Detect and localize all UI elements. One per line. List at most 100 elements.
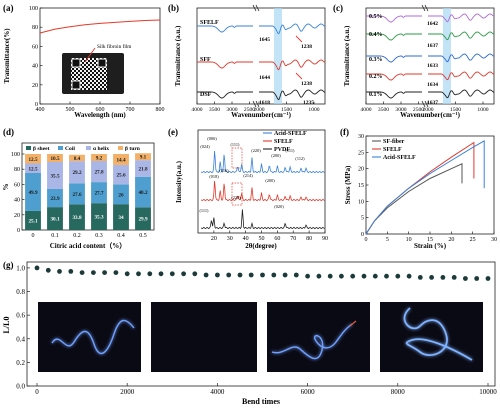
panel-d: (d) β sheet Coil α helix β turn 25.1 49.9 12.…: [2, 127, 155, 250]
x-tick-label: 600: [96, 107, 105, 113]
peak-label: (111): [231, 142, 241, 147]
data-point: [147, 271, 153, 277]
x-tick-label: 15: [427, 237, 433, 243]
spectrum-line: [259, 89, 326, 101]
x-tick-label: 90: [322, 236, 328, 242]
panel-letter-a: (a): [3, 3, 14, 13]
y-tick-label: 0.2: [16, 359, 25, 367]
series-label: 0.3%: [369, 57, 383, 63]
x-tick-label: 0.2: [73, 233, 81, 239]
data-label: 23.9: [50, 196, 59, 202]
xrd-peak-labels: (024) (006) (111) (220) (200) (111) (112) (018)…: [200, 136, 306, 213]
x-tick-label: 400: [36, 107, 45, 113]
data-label: 33.8: [72, 215, 81, 221]
data-point: [271, 272, 277, 278]
data-point: [406, 273, 412, 279]
y-tick-label: 0.6: [16, 312, 25, 320]
data-point: [226, 272, 232, 278]
x-tick-label: 3000: [226, 107, 237, 113]
panel-letter-e: (e): [168, 127, 178, 137]
x-axis-label-f: Strain (%): [414, 242, 447, 250]
data-point: [327, 273, 333, 279]
bar-segment: [91, 182, 107, 204]
x-tick-label: 500: [66, 107, 75, 113]
xrd-line: [200, 151, 325, 174]
spectrum-line: [197, 91, 253, 99]
x-tick-label: 0: [365, 237, 368, 243]
fiber-photo-2: [151, 302, 257, 372]
y-tick-label: 80: [32, 25, 38, 31]
plot-frame: [26, 261, 496, 387]
peak-label: 1238: [301, 44, 312, 50]
panel-letter-c: (c): [333, 3, 343, 13]
y-tick-label: 0.8: [16, 288, 25, 296]
data-label: 25.6: [116, 173, 125, 179]
x-tick-label: 10000: [479, 388, 497, 396]
spectrum-labels-b: SFELF SFF DSF 1645 1238 1644 1238 1618 1…: [200, 20, 314, 106]
spectrum-line: [428, 89, 495, 99]
data-point: [158, 271, 164, 277]
legend-label: SF-fiber: [383, 139, 405, 145]
spectrum-line: [259, 23, 326, 35]
data-point: [474, 276, 480, 281]
amide-band-highlight: [443, 8, 451, 104]
peak-label: (214): [243, 173, 253, 178]
x-tick-label: 700: [126, 107, 135, 113]
x-axis-label-d: Citric acid content（%）: [50, 242, 127, 250]
data-label: 30.1: [50, 217, 59, 223]
bar-segment: [91, 160, 107, 183]
peak-label: (111): [286, 148, 296, 153]
bar-segment: [135, 160, 151, 177]
y-tick-label: 100: [29, 6, 38, 12]
spectrum-line: [259, 59, 326, 71]
bar-segment: [135, 153, 151, 161]
stress-strain-curves: [365, 140, 485, 235]
x-tick-label: 3500: [209, 107, 220, 113]
bar-segment: [113, 164, 129, 185]
data-point: [203, 272, 209, 278]
plot-frame: [197, 129, 326, 234]
data-point: [45, 267, 51, 273]
peak-label: (020): [274, 204, 284, 209]
inset-photo-label: Silk fibroin film: [97, 43, 132, 50]
peak-label: 1618: [259, 100, 270, 106]
legend-f: SF-fiber SFELF Acid-SFELF: [372, 139, 416, 161]
x-tick-label: 10: [406, 237, 412, 243]
bar-segment: [91, 154, 107, 161]
peak-label: (220): [251, 148, 261, 153]
legend-swatch: [58, 146, 63, 150]
peak-label: (112): [295, 156, 305, 161]
panel-e: (e) 20 30 40 50 60 70 80 90 Acid-SFELF SFELF PVDF…: [168, 127, 328, 250]
peak-label: (018): [209, 174, 219, 179]
data-point: [316, 273, 322, 279]
y-axis-label-a: Transmittance(%): [3, 28, 11, 84]
data-label: 21.8: [138, 166, 147, 172]
series-label: 0.2%: [369, 74, 383, 80]
data-point: [192, 271, 198, 277]
axis-ticks-g: 0 2000 4000 6000 8000 10000 0.0 0.2 0.4 0.6 0.8 1.0: [16, 264, 497, 396]
x-axis-label-e: 2θ(degree): [245, 242, 277, 250]
x-tick-label: 0.5: [139, 233, 147, 239]
ftir-curves-b: [197, 23, 326, 101]
x-tick-label: 30: [491, 237, 497, 243]
plot-frame: [196, 7, 326, 105]
data-point: [440, 275, 446, 280]
bar-segment: [69, 183, 85, 205]
y-tick-label: 80: [14, 167, 20, 173]
data-label: 26: [118, 192, 124, 198]
data-point: [136, 271, 141, 277]
peak-label: 1634: [427, 82, 438, 88]
data-label: 12.5: [28, 166, 37, 172]
data-point: [68, 269, 74, 274]
spectrum-line: [366, 33, 422, 41]
y-axis-label-b: Transmittance (a.u.): [174, 25, 182, 86]
data-point: [113, 270, 119, 275]
data-point: [293, 272, 299, 278]
data-point: [339, 273, 344, 279]
x-tick-label: 3500: [378, 107, 389, 113]
stress-strain-line: [365, 163, 463, 235]
panel-letter-d: (d): [3, 127, 14, 137]
data-label: 49.9: [28, 190, 37, 196]
data-point: [124, 271, 130, 277]
